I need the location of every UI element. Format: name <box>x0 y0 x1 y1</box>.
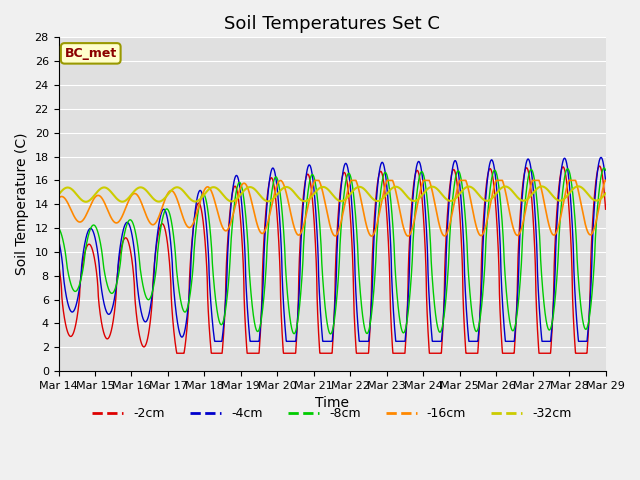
-4cm <box>395 338 403 344</box>
-8cm <box>550 309 557 315</box>
-8cm <box>326 331 334 337</box>
Y-axis label: Soil Temperature (C): Soil Temperature (C) <box>15 133 29 276</box>
Line: -8cm: -8cm <box>58 168 605 334</box>
-8cm <box>395 312 403 317</box>
-8cm <box>602 168 609 173</box>
-2cm <box>550 286 557 292</box>
Legend: -2cm, -4cm, -8cm, -16cm, -32cm: -2cm, -4cm, -8cm, -16cm, -32cm <box>87 402 577 425</box>
-32cm <box>550 194 557 200</box>
-32cm <box>574 183 582 189</box>
X-axis label: Time: Time <box>315 396 349 410</box>
-2cm <box>596 163 604 169</box>
-32cm <box>54 192 62 198</box>
-32cm <box>395 185 403 191</box>
-16cm <box>367 233 375 239</box>
-8cm <box>172 257 180 263</box>
Title: Soil Temperatures Set C: Soil Temperatures Set C <box>224 15 440 33</box>
-8cm <box>54 225 62 231</box>
-8cm <box>207 241 215 247</box>
-32cm <box>602 191 609 196</box>
-32cm <box>602 191 609 196</box>
-16cm <box>386 178 394 183</box>
-16cm <box>602 178 609 183</box>
-4cm <box>597 155 605 160</box>
-2cm <box>602 206 609 212</box>
-16cm <box>172 193 180 199</box>
-16cm <box>54 195 62 201</box>
-32cm <box>172 184 180 190</box>
-8cm <box>602 167 609 173</box>
-16cm <box>602 178 609 183</box>
Line: -16cm: -16cm <box>58 180 605 236</box>
-8cm <box>385 186 393 192</box>
-32cm <box>82 199 90 204</box>
-32cm <box>385 188 393 193</box>
-4cm <box>385 218 393 224</box>
-8cm <box>600 165 608 171</box>
-32cm <box>207 185 215 191</box>
-4cm <box>211 338 219 344</box>
-4cm <box>172 306 180 312</box>
-2cm <box>172 344 180 349</box>
-16cm <box>396 205 403 211</box>
Line: -4cm: -4cm <box>58 157 605 341</box>
-16cm <box>311 178 319 183</box>
Line: -2cm: -2cm <box>58 166 605 353</box>
-4cm <box>550 298 557 303</box>
Text: BC_met: BC_met <box>65 47 117 60</box>
-2cm <box>602 204 609 210</box>
-16cm <box>550 232 557 238</box>
-4cm <box>54 237 62 243</box>
-2cm <box>173 350 180 356</box>
Line: -32cm: -32cm <box>58 186 605 202</box>
-2cm <box>54 261 62 267</box>
-2cm <box>207 350 215 356</box>
-16cm <box>207 188 215 194</box>
-4cm <box>602 176 609 182</box>
-2cm <box>395 350 403 356</box>
-4cm <box>602 178 609 183</box>
-2cm <box>385 264 393 270</box>
-4cm <box>207 306 215 312</box>
